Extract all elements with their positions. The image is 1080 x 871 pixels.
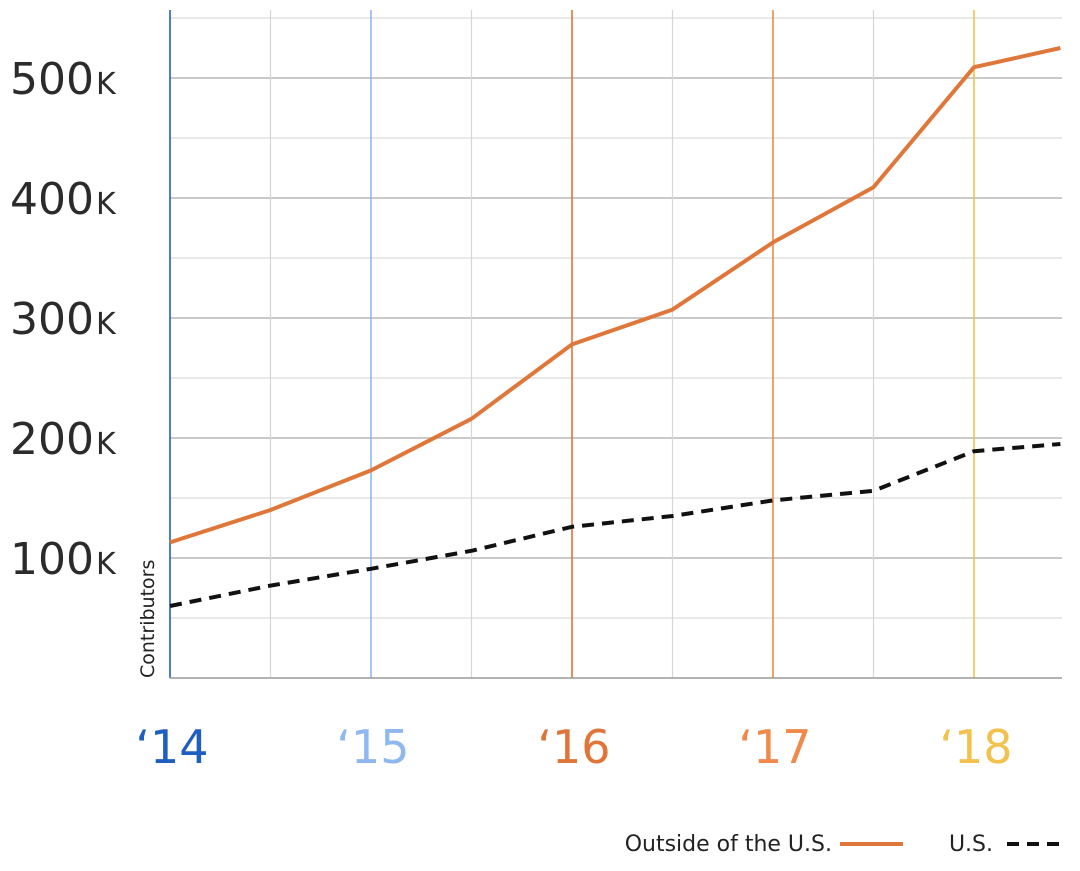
series-line-outside-us [169, 46, 1061, 545]
x-tick-label-2017: ‘17 [738, 720, 811, 774]
x-tick-label-2014: ‘14 [135, 720, 208, 774]
series-layer [169, 46, 1061, 608]
y-axis-label: Contributors [137, 560, 159, 678]
y-tick-label: 400K [10, 174, 117, 225]
legend-label-outside-us: Outside of the U.S. [625, 832, 832, 857]
x-tick-labels: ‘14 ‘15 ‘16 ‘17 ‘18 [135, 720, 1012, 774]
legend: Outside of the U.S. U.S. [625, 832, 1063, 857]
legend-label-us: U.S. [949, 832, 993, 857]
y-tick-labels: 100K 200K 300K 400K 500K [10, 54, 117, 585]
series-line-us [169, 442, 1061, 608]
y-tick-label: 300K [10, 294, 117, 345]
x-tick-label-2015: ‘15 [336, 720, 409, 774]
x-tick-label-2016: ‘16 [537, 720, 610, 774]
axes [169, 10, 1062, 679]
y-tick-label: 200K [10, 414, 117, 465]
grid [170, 10, 1062, 678]
y-tick-label: 100K [10, 534, 117, 585]
x-tick-label-2018: ‘18 [939, 720, 1012, 774]
y-tick-label: 500K [10, 54, 117, 105]
